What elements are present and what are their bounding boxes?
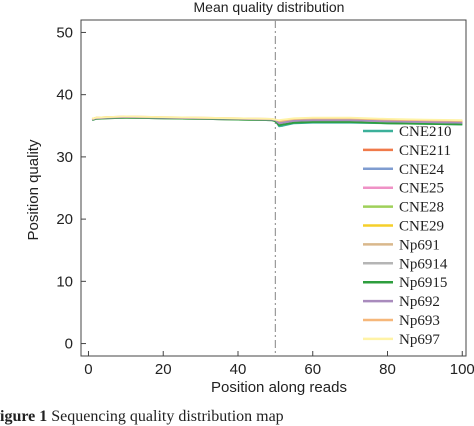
x-tick-label: 0 <box>84 361 92 378</box>
legend-label: CNE28 <box>399 200 444 216</box>
legend: CNE210 CNE211 CNE24 CNE25 CNE28 CNE29 Np691 Np6… <box>363 124 452 348</box>
x-tick-label: 100 <box>450 361 474 378</box>
series-line-np697 <box>91 115 463 122</box>
y-tick-label: 40 <box>56 87 73 104</box>
y-tick-label: 10 <box>56 273 73 290</box>
legend-label: Np697 <box>399 332 440 348</box>
legend-label: Np691 <box>399 237 440 253</box>
plot-frame <box>80 19 467 357</box>
axes: 0 20 40 60 80 100 0 10 20 30 40 50 <box>56 19 474 378</box>
y-tick-label: 30 <box>56 149 73 166</box>
y-tick-label: 20 <box>56 211 73 228</box>
x-tick-label: 60 <box>304 361 321 378</box>
x-tick-label: 20 <box>155 361 172 378</box>
series-group <box>91 115 463 128</box>
legend-label: CNE24 <box>399 162 445 178</box>
legend-label: Np693 <box>399 313 440 329</box>
x-axis-label: Position along reads <box>211 379 347 396</box>
figure-caption-text: Sequencing quality distribution map <box>51 408 284 425</box>
x-tick-label: 80 <box>379 361 396 378</box>
chart-title: Mean quality distribution <box>194 0 345 15</box>
legend-label: CNE211 <box>399 143 451 159</box>
y-axis-label: Position quality <box>25 139 42 240</box>
legend-label: CNE29 <box>399 219 444 235</box>
legend-label: CNE210 <box>399 124 452 140</box>
y-tick-label: 0 <box>65 336 73 353</box>
y-tick-label: 50 <box>56 24 73 41</box>
legend-label: CNE25 <box>399 181 444 197</box>
legend-label: Np692 <box>399 294 440 310</box>
x-tick-label: 40 <box>230 361 247 378</box>
legend-label: Np6914 <box>399 256 448 272</box>
figure-caption-label: igure 1 <box>0 408 48 425</box>
legend-label: Np6915 <box>399 275 447 291</box>
figure-caption: igure 1 Sequencing quality distribution … <box>0 408 474 426</box>
